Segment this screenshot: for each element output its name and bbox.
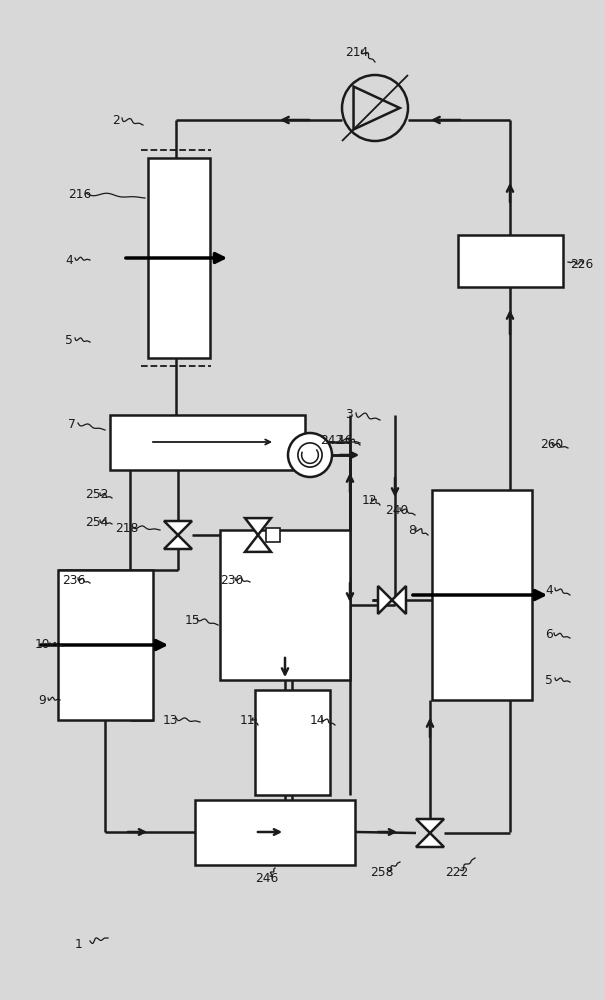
Text: 5: 5 — [65, 334, 73, 347]
Text: 218: 218 — [115, 522, 139, 534]
Bar — [266, 528, 280, 542]
Text: 226: 226 — [570, 258, 594, 271]
Text: 7: 7 — [68, 418, 76, 432]
Text: 4: 4 — [545, 584, 553, 596]
Bar — [255, 690, 330, 795]
Text: 1: 1 — [75, 938, 83, 952]
Text: 252: 252 — [85, 488, 108, 502]
Text: 5: 5 — [545, 674, 553, 686]
Polygon shape — [245, 535, 271, 552]
Bar — [58, 570, 153, 720]
Text: 3: 3 — [345, 408, 353, 422]
Bar — [195, 800, 355, 865]
Text: 240: 240 — [385, 504, 408, 516]
Text: 2: 2 — [112, 113, 120, 126]
Text: 260: 260 — [540, 438, 563, 452]
Text: 4: 4 — [65, 253, 73, 266]
Polygon shape — [392, 586, 406, 614]
Text: 11: 11 — [240, 714, 255, 726]
Bar — [458, 235, 563, 287]
Text: 8: 8 — [408, 524, 416, 536]
Polygon shape — [416, 833, 444, 847]
Bar — [432, 490, 532, 700]
Text: 246: 246 — [255, 871, 278, 884]
Text: 242: 242 — [320, 434, 343, 446]
Text: 6: 6 — [545, 629, 553, 642]
Bar — [220, 530, 350, 680]
Text: 230: 230 — [220, 574, 243, 586]
Bar — [148, 158, 210, 358]
Text: 222: 222 — [445, 865, 468, 879]
Polygon shape — [416, 819, 444, 833]
Text: 214: 214 — [345, 45, 368, 58]
Text: 216: 216 — [68, 188, 91, 202]
Text: 15: 15 — [185, 613, 201, 626]
Bar — [110, 415, 305, 470]
Polygon shape — [164, 535, 192, 549]
Text: 254: 254 — [85, 516, 108, 528]
Circle shape — [288, 433, 332, 477]
Polygon shape — [164, 521, 192, 535]
Text: 12: 12 — [362, 493, 378, 506]
Text: 14: 14 — [310, 714, 325, 726]
Text: 13: 13 — [163, 714, 178, 726]
Polygon shape — [378, 586, 392, 614]
Text: 9: 9 — [38, 694, 46, 706]
Polygon shape — [245, 518, 271, 535]
Text: 258: 258 — [370, 865, 393, 879]
Text: 10: 10 — [35, 639, 50, 652]
Text: 236: 236 — [62, 574, 85, 586]
Text: 16: 16 — [338, 434, 353, 446]
